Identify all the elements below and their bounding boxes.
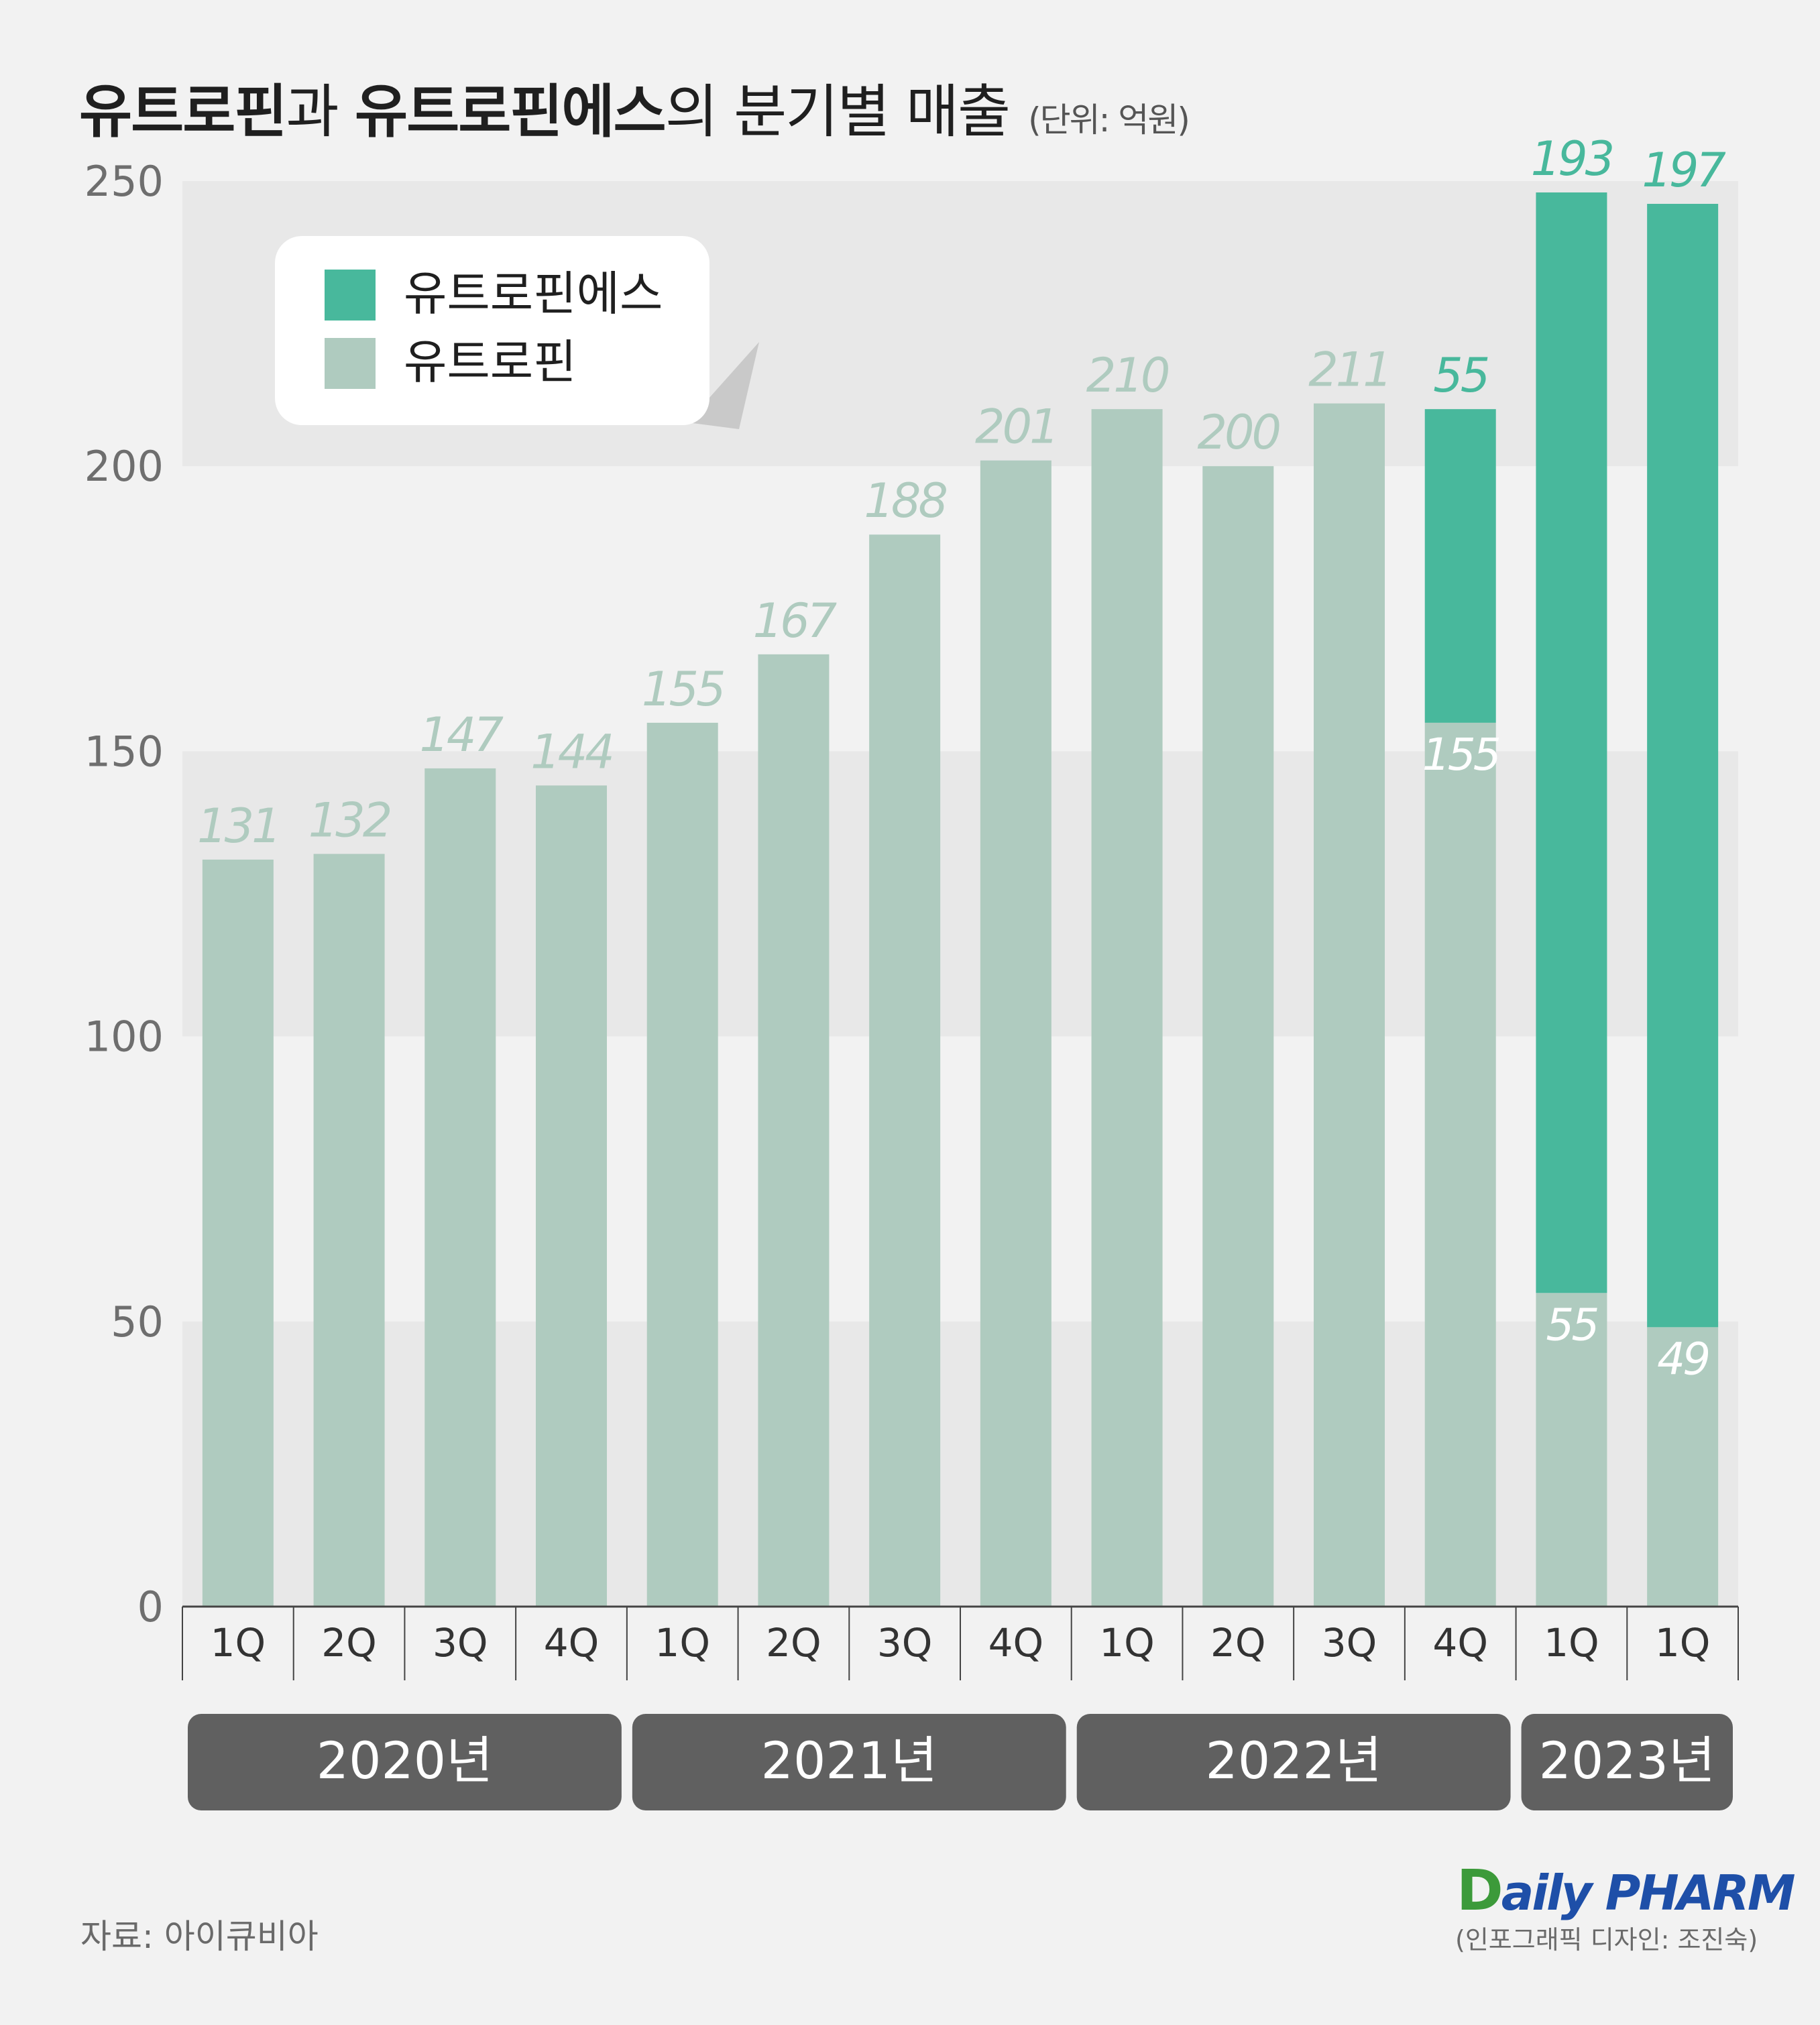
legend-label: 유트로핀에스: [404, 266, 663, 321]
legend-box: [275, 236, 709, 425]
bar-utropin: [1647, 1327, 1719, 1607]
bar-utropin: [646, 722, 718, 1607]
year-group-box: [188, 1714, 622, 1810]
x-tick-label: 1Q: [655, 1620, 710, 1666]
title-product-2: 유트로핀에스: [354, 78, 667, 146]
legend-swatch: [325, 270, 376, 321]
year-group-label: 2022년: [1205, 1731, 1381, 1790]
bar-value-label: 201: [975, 400, 1057, 455]
bar-value-label: 155: [642, 662, 724, 717]
bar-utropin: [869, 534, 941, 1607]
grid-band: [182, 1321, 1738, 1607]
bar-value-label: 193: [1531, 131, 1613, 186]
x-tick-label: 2Q: [321, 1620, 377, 1666]
year-group-box: [1076, 1714, 1511, 1810]
x-tick-label: 3Q: [877, 1620, 933, 1666]
year-group-label: 2021년: [761, 1731, 937, 1790]
bar-utropin: [1424, 722, 1496, 1607]
title-conjunction: 과: [286, 78, 355, 146]
x-tick-label: 1Q: [211, 1620, 266, 1666]
y-tick-label: 200: [84, 442, 164, 491]
bar-utropin: [424, 768, 496, 1607]
chart-title: 유트로핀과 유트로핀에스의 분기별 매출 (단위: 억원): [79, 64, 1190, 148]
bar-utropin: [758, 654, 830, 1607]
title-unit: (단위: 억원): [1028, 101, 1190, 139]
year-group-label: 2020년: [317, 1731, 493, 1790]
year-group-box: [1521, 1714, 1733, 1810]
bar-utropin: [980, 460, 1051, 1607]
bar-inner-value-label: 55: [1546, 1299, 1597, 1350]
bar-utropin: [1091, 409, 1163, 1607]
grid-band: [182, 751, 1738, 1037]
bar-utropin-s: [1647, 204, 1719, 1328]
y-tick-label: 150: [84, 727, 164, 776]
title-suffix: 의 분기별 매출: [665, 78, 1011, 146]
bar-utropin: [202, 859, 274, 1607]
y-tick-label: 250: [84, 157, 164, 206]
y-tick-label: 0: [137, 1582, 164, 1631]
x-tick-label: 3Q: [1322, 1620, 1377, 1666]
x-tick-label: 1Q: [1099, 1620, 1155, 1666]
bar-chart: 0 50 100 150 200 250 131 132 147 144 155 167 188 201 2…: [84, 131, 1739, 1810]
bar-value-label: 147: [419, 707, 503, 762]
bar-value-label: 200: [1197, 405, 1279, 460]
design-credit: (인포그래픽 디자인: 조진숙): [1455, 1925, 1758, 1955]
bar-inner-value-label: 49: [1657, 1333, 1708, 1385]
x-tick-label: 4Q: [1432, 1620, 1488, 1666]
legend-label: 유트로핀: [404, 335, 577, 390]
bar-value-label: 131: [197, 799, 279, 854]
y-tick-label: 100: [84, 1013, 164, 1061]
bar-value-label: 188: [864, 473, 946, 528]
y-tick-label: 50: [111, 1297, 164, 1346]
bar-inner-value-label: 155: [1422, 729, 1499, 780]
x-tick-label: 1Q: [1544, 1620, 1599, 1666]
x-tick-label: 1Q: [1655, 1620, 1711, 1666]
bar-utropin: [536, 785, 607, 1607]
bar-utropin: [1314, 403, 1385, 1607]
bar-value-label: 210: [1086, 348, 1169, 403]
year-group-label: 2023년: [1539, 1731, 1715, 1790]
bar-value-label: 132: [308, 793, 390, 848]
legend-swatch: [325, 338, 376, 389]
bar-utropin: [313, 854, 385, 1607]
bar-value-label: 55: [1433, 348, 1488, 403]
dailypharm-logo: Daily PHARM: [1457, 1857, 1796, 1923]
x-tick-label: 2Q: [766, 1620, 821, 1666]
bar-value-label: 144: [530, 724, 612, 779]
bar-utropin-s: [1536, 192, 1607, 1293]
bar-value-label: 197: [1642, 143, 1725, 198]
x-tick-label: 4Q: [544, 1620, 600, 1666]
x-tick-label: 2Q: [1210, 1620, 1266, 1666]
source-note: 자료: 아이큐비아: [80, 1917, 319, 1956]
bar-utropin-s: [1424, 409, 1496, 723]
year-group-box: [632, 1714, 1066, 1810]
x-tick-label: 4Q: [988, 1620, 1044, 1666]
bar-utropin: [1202, 466, 1274, 1607]
logo-mark-icon: D: [1457, 1857, 1503, 1923]
x-tick-label: 3Q: [433, 1620, 488, 1666]
bar-utropin: [1536, 1293, 1607, 1607]
title-product-1: 유트로핀: [79, 78, 287, 146]
bar-value-label: 167: [753, 593, 837, 648]
bar-value-label: 211: [1308, 343, 1390, 398]
